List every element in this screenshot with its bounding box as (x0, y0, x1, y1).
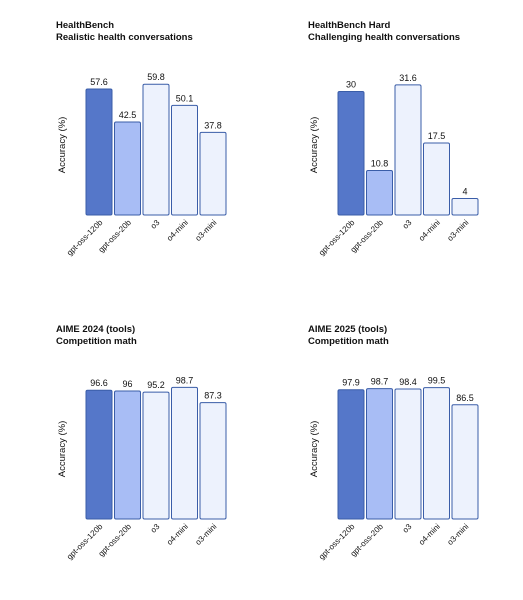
bar-gpt-oss-120b (337, 389, 365, 520)
bar-o3-mini (451, 404, 479, 520)
y-axis-label: Accuracy (%) (57, 117, 68, 173)
data-label: 30 (346, 79, 356, 89)
chart-subtitle: Competition math (308, 336, 389, 347)
x-tick-label: o3 (401, 218, 414, 231)
chart-aime-2025: AIME 2025 (tools) Competition math Accur… (308, 324, 508, 584)
x-tick-label: o4-mini (417, 218, 442, 243)
data-label: 37.8 (204, 120, 222, 130)
bar-gpt-oss-20b (114, 390, 141, 520)
data-label: 17.5 (428, 131, 446, 141)
bar-gpt-oss-120b (85, 389, 113, 520)
bar-o3 (394, 388, 422, 520)
x-tick-label: o3-mini (445, 218, 470, 243)
data-label: 98.7 (371, 377, 389, 387)
data-label: 98.4 (399, 377, 417, 387)
chart-title: HealthBench (56, 20, 115, 31)
data-label: 96.6 (90, 378, 108, 388)
x-tick-label: o4-mini (417, 522, 442, 547)
chart-title-block: AIME 2024 (tools) Competition math (56, 324, 137, 348)
bar-chart-svg: Accuracy (%)97.9gpt-oss-120b98.7gpt-oss-… (309, 376, 479, 561)
bar-chart-svg: Accuracy (%)57.6gpt-oss-120b42.5gpt-oss-… (57, 72, 227, 257)
x-tick-label: o4-mini (165, 218, 190, 243)
bar-o4-mini (423, 387, 450, 520)
data-label: 57.6 (90, 77, 108, 87)
chart-title: HealthBench Hard (308, 20, 391, 31)
data-label: 96 (122, 379, 132, 389)
chart-subtitle: Realistic health conversations (56, 32, 193, 43)
bar-o3-mini (199, 131, 227, 216)
data-label: 97.9 (342, 378, 360, 388)
data-label: 42.5 (119, 110, 137, 120)
chart-subtitle: Challenging health conversations (308, 32, 461, 43)
data-label: 98.7 (176, 375, 194, 385)
x-tick-label: o4-mini (165, 522, 190, 547)
x-tick-label: o3-mini (193, 522, 218, 547)
y-axis-label: Accuracy (%) (309, 117, 320, 173)
bar-o4-mini (171, 386, 198, 520)
bar-chart-svg: Accuracy (%)96.6gpt-oss-120b96gpt-oss-20… (57, 375, 227, 561)
x-tick-label: o3 (149, 522, 162, 535)
x-tick-label: o3-mini (193, 218, 218, 243)
bar-gpt-oss-120b (85, 88, 113, 216)
x-tick-label: o3 (149, 218, 162, 231)
bar-chart-svg: Accuracy (%)30gpt-oss-120b10.8gpt-oss-20… (309, 73, 479, 257)
bar-o3-mini (451, 198, 479, 216)
bar-o3 (142, 83, 170, 216)
bar-o4-mini (423, 142, 450, 216)
bar-o3 (394, 84, 422, 216)
chart-title-block: HealthBench Realistic health conversatio… (56, 20, 193, 44)
bar-o3 (142, 391, 170, 520)
data-label: 86.5 (456, 393, 474, 403)
chart-title-block: HealthBench Hard Challenging health conv… (308, 20, 460, 44)
chart-healthbench: HealthBench Realistic health conversatio… (56, 20, 256, 280)
data-label: 31.6 (399, 73, 417, 83)
bar-o3-mini (199, 402, 227, 520)
chart-title-block: AIME 2025 (tools) Competition math (308, 324, 389, 348)
chart-aime-2024: AIME 2024 (tools) Competition math Accur… (56, 324, 256, 584)
data-label: 95.2 (147, 380, 165, 390)
data-label: 4 (462, 187, 467, 197)
x-tick-label: o3 (401, 522, 414, 535)
chart-title: AIME 2025 (tools) (308, 324, 388, 335)
bar-o4-mini (171, 104, 198, 216)
bar-gpt-oss-20b (366, 170, 393, 216)
chart-healthbench-hard: HealthBench Hard Challenging health conv… (308, 20, 508, 280)
data-label: 10.8 (371, 159, 389, 169)
chart-subtitle: Competition math (56, 336, 137, 347)
data-label: 99.5 (428, 376, 446, 386)
data-label: 87.3 (204, 391, 222, 401)
data-label: 59.8 (147, 72, 165, 82)
bar-gpt-oss-120b (337, 90, 365, 216)
x-tick-label: o3-mini (445, 522, 470, 547)
bar-gpt-oss-20b (366, 388, 393, 520)
bar-gpt-oss-20b (114, 121, 141, 216)
data-label: 50.1 (176, 93, 194, 103)
y-axis-label: Accuracy (%) (309, 421, 320, 477)
chart-title: AIME 2024 (tools) (56, 324, 136, 335)
y-axis-label: Accuracy (%) (57, 421, 68, 477)
